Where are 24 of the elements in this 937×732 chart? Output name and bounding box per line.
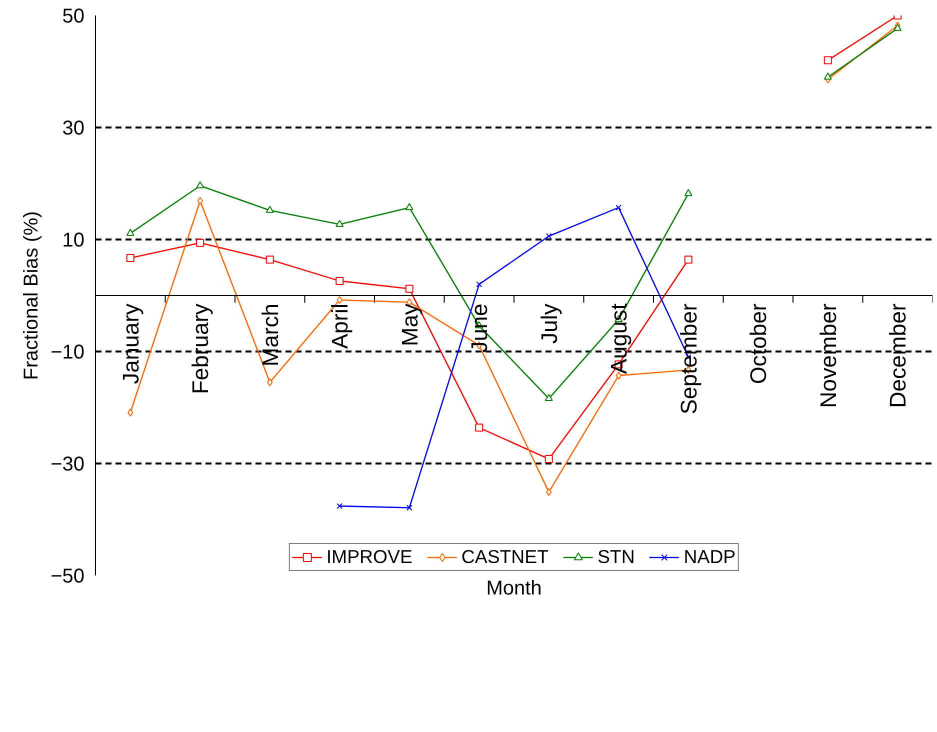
legend-label: CASTNET	[461, 546, 548, 568]
x-axis-title: Month	[486, 578, 542, 600]
x-tick-label: November	[814, 303, 841, 408]
legend-label: IMPROVE	[326, 546, 412, 568]
x-tick-label: October	[745, 303, 772, 384]
y-tick-label: −30	[50, 454, 85, 476]
legend-label: STN	[597, 546, 635, 568]
y-tick-label: 50	[62, 6, 85, 28]
y-tick-label: −10	[50, 342, 85, 364]
x-tick-label: June	[466, 303, 492, 353]
x-tick-label: July	[536, 302, 562, 344]
x-tick-label: January	[117, 302, 144, 384]
x-tick-label: December	[884, 303, 911, 408]
y-tick-label: 30	[62, 118, 85, 140]
y-axis-title: Fractional Bias (%)	[20, 211, 43, 380]
x-tick-label: March	[256, 303, 283, 366]
x-tick-label: August	[606, 302, 632, 374]
x-tick-label: April	[326, 303, 353, 349]
legend-label: NADP	[684, 546, 736, 568]
x-tick-label: September	[675, 303, 702, 414]
y-tick-label: 10	[62, 230, 85, 252]
y-tick-label: −50	[50, 566, 85, 588]
x-tick-label: May	[396, 302, 422, 346]
x-tick-label: February	[187, 302, 214, 394]
